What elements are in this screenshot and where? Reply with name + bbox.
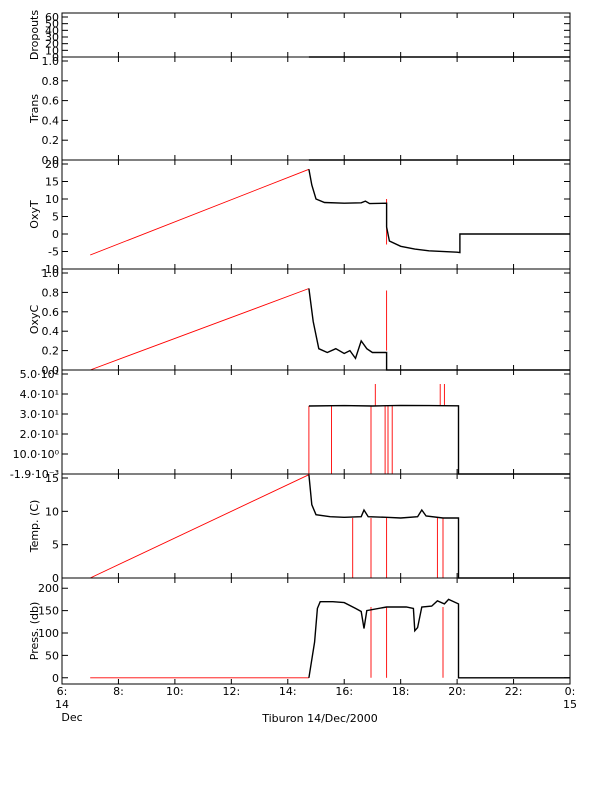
- y-tick-label: 2.0·10¹: [20, 428, 59, 441]
- y-tick-label: 30: [45, 31, 59, 44]
- y-tick-label: 0.8: [42, 286, 60, 299]
- panel-frame: [61, 577, 571, 685]
- y-tick-label: 0.0: [42, 154, 60, 167]
- x-tick-label: 18:: [392, 685, 410, 698]
- y-axis-label: OxyT: [28, 200, 41, 229]
- panel-oxyc: 0.0 0.2 0.4 0.6 0.8 1.0 OxyC: [28, 267, 571, 377]
- y-tick-label: 0.6: [42, 95, 60, 108]
- series-line-black: [308, 404, 570, 475]
- y-tick-label: 0: [52, 672, 59, 685]
- y-tick-label: 0.0: [42, 364, 60, 377]
- panel-frame: [61, 473, 571, 579]
- x-tick-label: 22:: [505, 685, 523, 698]
- panel-press: 0 50 100 150 200 Press. (db): [28, 577, 571, 685]
- y-tick-label: 0: [52, 51, 59, 64]
- series-line-black: [308, 598, 570, 679]
- y-tick-label: 5.0·10¹: [20, 368, 59, 381]
- panel-trans: 0.0 0.2 0.4 0.6 0.8 1.0 Trans: [28, 55, 571, 167]
- panel-temp: 0 5 10 15 Temp. (C): [28, 472, 571, 585]
- y-axis-label: Temp. (C): [28, 500, 41, 554]
- y-tick-label: 10: [45, 44, 59, 57]
- panel-frame: [61, 268, 571, 371]
- y-tick-label: 20: [45, 38, 59, 51]
- y-tick-label: 0.4: [42, 325, 60, 338]
- y-tick-label: 0.6: [42, 306, 60, 319]
- y-tick-label: 1.0: [42, 55, 60, 68]
- y-tick-label: -10: [41, 263, 59, 276]
- y-axis-label: Trans: [28, 94, 41, 124]
- panel-frame: [61, 369, 571, 475]
- y-tick-label: 0.8: [42, 75, 60, 88]
- y-tick-label: 100: [38, 627, 59, 640]
- y-tick-label: 4.0·10¹: [20, 388, 59, 401]
- y-tick-label: 40: [45, 24, 59, 37]
- y-tick-label: 3.0·10¹: [20, 408, 59, 421]
- y-axis-label: Dropouts: [28, 10, 41, 60]
- x-tick-label: 14:: [279, 685, 297, 698]
- series-line-black: [308, 288, 570, 371]
- y-tick-label: 60: [45, 11, 59, 24]
- y-tick-label: 200: [38, 582, 59, 595]
- y-tick-label: 10.0·10⁰: [13, 448, 60, 461]
- y-tick-label: 5: [52, 211, 59, 224]
- x-tick-label: 12:: [222, 685, 240, 698]
- y-tick-label: 1.0: [42, 267, 60, 280]
- x-tick-label: 16:: [335, 685, 353, 698]
- chart-panels: 0102030405060Dropouts0.00.20.40.60.81.0T…: [10, 10, 571, 685]
- panel-sal: -1.9·10⁻³ 10.0·10⁰ 2.0·10¹ 3.0·10¹ 4.0·10¹ 5.…: [10, 368, 571, 481]
- panel-frame: [61, 56, 571, 161]
- series-line-black: [308, 474, 570, 579]
- y-tick-label: 10: [45, 193, 59, 206]
- y-axis-label: Press. (db): [28, 602, 41, 661]
- x-tick-label: 10:: [166, 685, 184, 698]
- x-tick-label: 0:: [565, 685, 576, 698]
- x-tick-label: 6:: [57, 685, 68, 698]
- y-tick-label: 10: [45, 505, 59, 518]
- x-tick-label: 15: [563, 698, 577, 711]
- series-line-red: [90, 168, 310, 256]
- y-tick-label: 150: [38, 605, 59, 618]
- series-line-red: [90, 474, 310, 579]
- y-tick-label: -5: [48, 246, 59, 259]
- series-line-red: [90, 288, 310, 371]
- y-tick-label: 0: [52, 228, 59, 241]
- y-tick-label: 5: [52, 539, 59, 552]
- panel-frame: [61, 159, 571, 270]
- y-tick-label: 15: [45, 176, 59, 189]
- x-tick-label: 8:: [113, 685, 124, 698]
- y-tick-label: 50: [45, 18, 59, 31]
- y-tick-label: 0.2: [42, 345, 60, 358]
- series-line-black: [308, 169, 570, 254]
- x-tick-label: Dec: [61, 711, 82, 724]
- y-tick-label: 0.2: [42, 134, 60, 147]
- panel-frame: [61, 12, 571, 58]
- y-axis-label: OxyC: [28, 305, 41, 335]
- x-tick-label: 14: [55, 698, 69, 711]
- y-tick-label: 15: [45, 472, 59, 485]
- y-tick-label: -1.9·10⁻³: [10, 468, 59, 481]
- y-tick-label: 20: [45, 158, 59, 171]
- panel-oxyt: -10 -5 0 5 10 15 20 OxyT: [28, 158, 571, 276]
- x-tick-label: 20:: [448, 685, 466, 698]
- chart-caption: Tiburon 14/Dec/2000: [261, 712, 378, 725]
- y-tick-label: 50: [45, 649, 59, 662]
- y-tick-label: 0: [52, 572, 59, 585]
- y-tick-label: 0.4: [42, 114, 60, 127]
